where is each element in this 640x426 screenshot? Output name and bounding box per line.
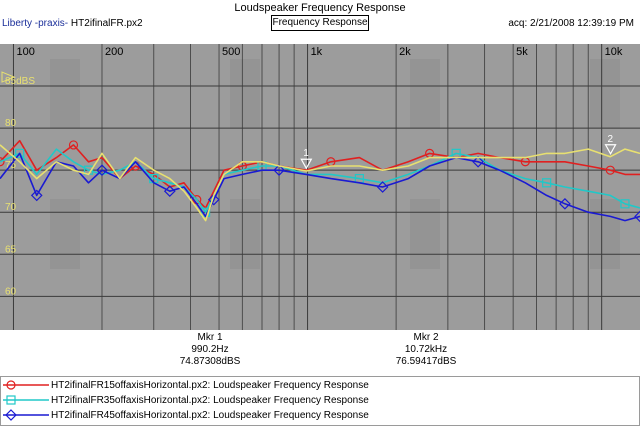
marker-readouts: Mkr 1 990.2Hz 74.87308dBS Mkr 2 10.72kHz…: [0, 332, 640, 376]
x-tick-label: 100: [16, 46, 34, 58]
y-tick-label: 60: [5, 286, 17, 297]
brand-label: Liberty -praxis-: [2, 18, 69, 29]
frequency-response-plot[interactable]: 100 200 500 1k 2k 5k 10k 85dBS 80 75 70 65 60 1 2: [0, 44, 640, 330]
legend-swatch-circle-icon: [3, 380, 49, 390]
marker-2-level: 76.59417dBS: [395, 356, 457, 367]
data-point: [620, 199, 630, 209]
y-tick-label: 80: [5, 118, 17, 129]
y-tick-label: 65: [5, 244, 17, 255]
data-point: [559, 197, 571, 210]
legend-swatch-square-icon: [3, 395, 49, 405]
legend-label: HT2ifinalFR35offaxisHorizontal.px2: Loud…: [51, 395, 369, 406]
series-line: [0, 148, 640, 213]
file-name: HT2ifinalFR.px2: [70, 18, 143, 29]
watermark-logo: [410, 199, 440, 269]
data-point: [207, 193, 220, 206]
watermark-logo: [230, 199, 260, 269]
x-tick-label: 1k: [311, 46, 323, 58]
marker-flag-icon: [604, 144, 617, 156]
y-tick-label: 85dBS: [5, 76, 35, 87]
header-file-info: Liberty -praxis- HT2ifinalFR.px2: [2, 18, 143, 29]
legend-label: HT2ifinalFR15offaxisHorizontal.px2: Loud…: [51, 380, 369, 391]
data-point: [163, 185, 176, 198]
reference-level-icon: [1, 71, 16, 83]
window-title: Loudspeaker Frequency Response: [234, 2, 406, 14]
marker-flag-label: 1: [303, 148, 309, 159]
watermark-logo: [230, 59, 260, 129]
data-point: [542, 178, 552, 188]
marker-2-readout: Mkr 2 10.72kHz 76.59417dBS: [366, 332, 486, 368]
legend: HT2ifinalFR15offaxisHorizontal.px2: Loud…: [0, 376, 640, 426]
data-point: [30, 189, 43, 202]
marker-2-frequency: 10.72kHz: [404, 344, 448, 355]
data-point: [68, 140, 79, 150]
legend-item[interactable]: HT2ifinalFR35offaxisHorizontal.px2: Loud…: [1, 393, 637, 408]
watermark-logo: [50, 59, 80, 129]
marker-flag-label: 2: [608, 134, 614, 145]
data-point: [634, 210, 640, 223]
series-line: [0, 144, 640, 222]
watermark-logo: [50, 199, 80, 269]
watermark-logo: [410, 59, 440, 129]
data-point: [273, 164, 285, 177]
x-tick-label: 2k: [399, 46, 411, 58]
data-point: [0, 157, 5, 167]
data-point: [96, 164, 108, 177]
marker-1-frequency: 990.2Hz: [191, 344, 229, 355]
watermark-logo: [590, 59, 620, 129]
legend-label: HT2ifinalFR45offaxisHorizontal.px2: Loud…: [51, 410, 369, 421]
data-point: [15, 148, 25, 158]
marker-2-label: Mkr 2: [413, 332, 439, 343]
legend-swatch-diamond-icon: [3, 409, 49, 421]
data-point: [605, 165, 615, 175]
marker-1-level: 74.87308dBS: [179, 356, 241, 367]
legend-item[interactable]: HT2ifinalFR45offaxisHorizontal.px2: Loud…: [1, 408, 637, 423]
marker-flag-icon: [300, 158, 313, 170]
x-tick-label: 10k: [605, 46, 623, 58]
marker-1-label: Mkr 1: [197, 332, 223, 343]
x-tick-label: 200: [105, 46, 123, 58]
y-tick-label: 70: [5, 202, 17, 213]
acquisition-time: acq: 2/21/2008 12:39:19 PM: [508, 18, 634, 29]
data-point: [472, 155, 484, 168]
marker-1-readout: Mkr 1 990.2Hz 74.87308dBS: [150, 332, 270, 368]
x-tick-label: 500: [222, 46, 240, 58]
watermark-logo: [590, 199, 620, 269]
series-line: [0, 152, 640, 222]
data-point: [376, 181, 389, 193]
view-mode-button[interactable]: Frequency Response: [271, 15, 369, 31]
x-tick-label: 5k: [516, 46, 528, 58]
legend-item[interactable]: HT2ifinalFR15offaxisHorizontal.px2: Loud…: [1, 378, 637, 393]
